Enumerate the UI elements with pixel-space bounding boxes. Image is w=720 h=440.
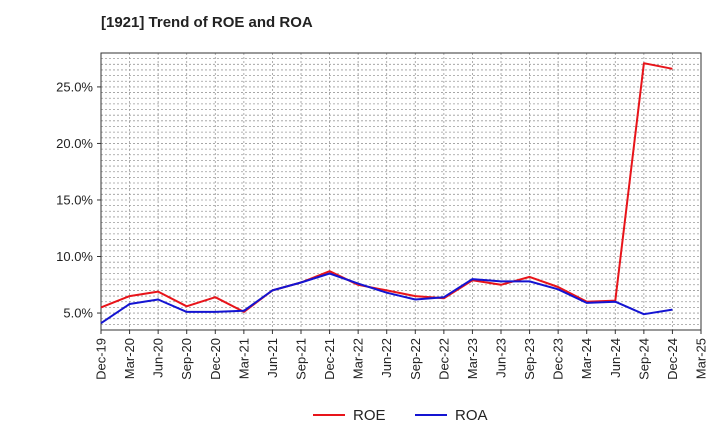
x-tick-label: Jun-22 [379,338,394,378]
x-tick-label: Jun-21 [265,338,280,378]
x-tick-label: Sep-23 [522,338,537,380]
plot-border [100,52,702,331]
x-tick-label: Jun-23 [494,338,509,378]
series-line-roe [100,62,673,313]
chart-title: [1921] Trend of ROE and ROA [101,14,313,31]
y-tick-label: 10.0% [56,249,93,264]
y-tick-label: 20.0% [56,136,93,151]
legend-label-roa: ROA [455,407,488,424]
x-tick-label: Sep-22 [408,338,423,380]
y-tick-label: 5.0% [63,306,93,321]
x-tick-label: Dec-21 [322,338,337,380]
x-tick-label: Dec-19 [94,338,109,380]
x-tick-label: Mar-20 [122,338,137,379]
x-tick-label: Mar-22 [351,338,366,379]
x-tick-label: Mar-25 [694,338,709,379]
x-tick-label: Dec-23 [551,338,566,380]
x-tick-label: Mar-24 [579,338,594,379]
x-tick-label: Dec-20 [208,338,223,380]
x-tick-label: Dec-22 [436,338,451,380]
y-tick-label: 15.0% [56,192,93,207]
x-tick-label: Sep-21 [294,338,309,380]
plot-area [101,53,701,330]
x-tick-label: Mar-21 [236,338,251,379]
x-tick-label: Jun-20 [151,338,166,378]
y-tick-label: 25.0% [56,79,93,94]
series-line-roa [100,272,673,325]
legend-label-roe: ROE [353,407,386,424]
x-tick-label: Sep-20 [179,338,194,380]
x-tick-label: Jun-24 [608,338,623,378]
x-tick-label: Dec-24 [665,338,680,380]
x-tick-label: Sep-24 [636,338,651,380]
x-tick-label: Mar-23 [465,338,480,379]
